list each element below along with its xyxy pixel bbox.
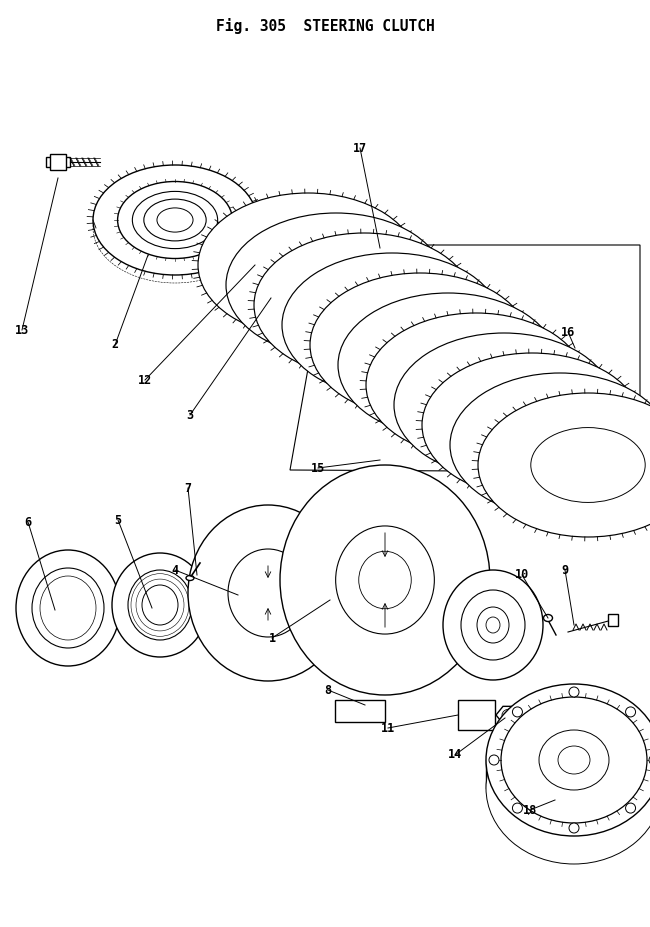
Circle shape: [512, 707, 523, 717]
Text: 11: 11: [381, 721, 395, 734]
Ellipse shape: [274, 245, 398, 325]
Text: 17: 17: [353, 142, 367, 155]
Ellipse shape: [450, 373, 650, 517]
Circle shape: [649, 755, 650, 765]
Ellipse shape: [539, 730, 609, 790]
Ellipse shape: [366, 313, 586, 457]
Ellipse shape: [477, 607, 509, 643]
Ellipse shape: [338, 293, 558, 437]
Text: 18: 18: [523, 804, 537, 817]
Ellipse shape: [335, 526, 434, 634]
Bar: [335, 700, 385, 722]
Ellipse shape: [310, 273, 530, 417]
Ellipse shape: [543, 615, 552, 621]
Polygon shape: [496, 706, 524, 724]
Ellipse shape: [386, 324, 510, 405]
Ellipse shape: [486, 684, 650, 836]
Polygon shape: [458, 700, 495, 730]
Circle shape: [569, 687, 579, 697]
Ellipse shape: [226, 213, 446, 357]
Ellipse shape: [501, 697, 647, 823]
Ellipse shape: [198, 193, 418, 337]
Ellipse shape: [267, 288, 273, 292]
Circle shape: [625, 707, 636, 717]
Bar: [50, 154, 66, 170]
Ellipse shape: [502, 709, 518, 721]
Ellipse shape: [499, 405, 621, 486]
Text: Fig. 305  STEERING CLUTCH: Fig. 305 STEERING CLUTCH: [216, 18, 434, 34]
Text: 4: 4: [172, 564, 179, 577]
Ellipse shape: [128, 570, 192, 640]
Text: 10: 10: [515, 568, 529, 581]
Text: 15: 15: [311, 462, 325, 475]
Bar: [46, 157, 70, 167]
Ellipse shape: [254, 233, 474, 377]
Text: 14: 14: [448, 748, 462, 761]
Circle shape: [625, 803, 636, 813]
Ellipse shape: [531, 427, 645, 502]
Ellipse shape: [133, 191, 218, 248]
Ellipse shape: [282, 253, 502, 397]
Ellipse shape: [157, 208, 193, 232]
Ellipse shape: [363, 308, 477, 383]
Ellipse shape: [307, 268, 421, 342]
Text: 13: 13: [15, 324, 29, 337]
Ellipse shape: [474, 387, 589, 463]
Ellipse shape: [244, 238, 300, 278]
Text: 12: 12: [138, 374, 152, 387]
Text: 3: 3: [187, 409, 194, 422]
Ellipse shape: [144, 199, 206, 241]
Ellipse shape: [93, 165, 257, 275]
Ellipse shape: [251, 227, 365, 302]
Ellipse shape: [186, 576, 194, 580]
Text: 8: 8: [324, 683, 332, 696]
Text: 1: 1: [268, 631, 276, 644]
Ellipse shape: [32, 568, 104, 648]
Ellipse shape: [112, 553, 208, 657]
Ellipse shape: [486, 712, 650, 864]
Ellipse shape: [16, 550, 120, 666]
Text: 7: 7: [185, 481, 192, 494]
Ellipse shape: [330, 285, 454, 365]
Ellipse shape: [558, 746, 590, 774]
Ellipse shape: [478, 393, 650, 537]
Ellipse shape: [228, 549, 308, 637]
Text: 5: 5: [114, 514, 122, 527]
Ellipse shape: [40, 576, 96, 640]
Bar: [608, 614, 618, 626]
Ellipse shape: [422, 353, 642, 497]
Ellipse shape: [254, 245, 290, 271]
Text: 2: 2: [111, 338, 118, 351]
Text: 9: 9: [562, 564, 569, 577]
Ellipse shape: [280, 465, 490, 695]
Ellipse shape: [419, 348, 533, 423]
Ellipse shape: [461, 590, 525, 660]
Ellipse shape: [443, 570, 543, 680]
Text: 16: 16: [561, 325, 575, 338]
Ellipse shape: [359, 552, 411, 609]
Ellipse shape: [142, 585, 178, 625]
Circle shape: [512, 803, 523, 813]
Ellipse shape: [486, 617, 500, 633]
Ellipse shape: [118, 182, 233, 259]
Circle shape: [569, 823, 579, 833]
Circle shape: [489, 755, 499, 765]
Text: 6: 6: [25, 515, 32, 528]
Ellipse shape: [394, 333, 614, 477]
Ellipse shape: [443, 364, 566, 445]
Ellipse shape: [188, 505, 348, 681]
